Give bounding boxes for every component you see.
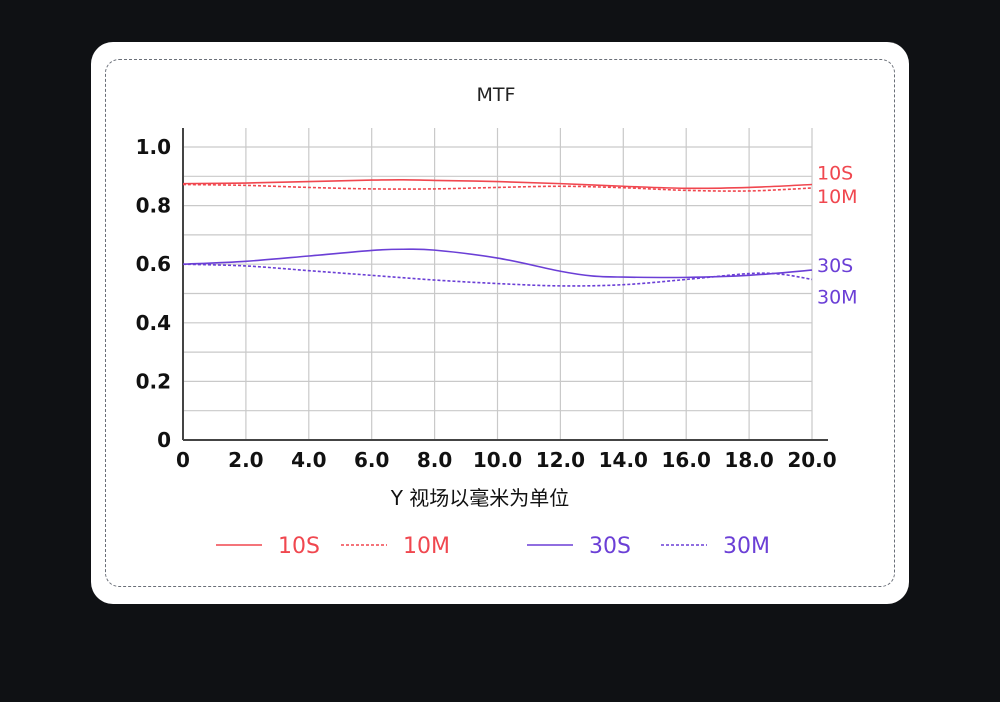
chart-frame <box>105 59 895 587</box>
x-axis-label: Y 视场以毫米为单位 <box>390 486 570 510</box>
y-tick-label: 0.6 <box>136 252 171 276</box>
x-tick-label: 18.0 <box>724 448 773 472</box>
x-tick-labels: 0 2.0 4.0 6.0 8.0 10.0 12.0 14.0 16.0 18.0 20.0 <box>176 448 837 472</box>
series-end-label-10m: 10M <box>817 186 858 208</box>
x-tick-label: 2.0 <box>228 448 263 472</box>
x-tick-label: 20.0 <box>787 448 836 472</box>
series-line-10m <box>182 183 813 192</box>
series-end-label-10s: 10S <box>817 163 853 185</box>
legend-label-30m: 30M <box>723 534 770 559</box>
series-end-label-30m: 30M <box>817 286 858 308</box>
y-tick-label: 0.8 <box>136 194 171 218</box>
x-tick-label: 4.0 <box>291 448 326 472</box>
legend-label-30s: 30S <box>589 534 631 559</box>
chart-title: MTF <box>477 84 516 106</box>
y-tick-label: 0.4 <box>136 311 171 335</box>
legend-label-10m: 10M <box>403 534 450 559</box>
y-tick-label: 1.0 <box>136 135 171 159</box>
axes <box>182 128 828 441</box>
x-tick-label: 12.0 <box>536 448 585 472</box>
y-tick-label: 0.2 <box>136 369 171 393</box>
x-tick-label: 0 <box>176 448 190 472</box>
x-tick-label: 16.0 <box>662 448 711 472</box>
x-tick-label: 6.0 <box>354 448 389 472</box>
series-line-30s <box>182 248 813 279</box>
series-line-10s <box>182 178 813 190</box>
legend-label-10s: 10S <box>278 534 320 559</box>
series-lines <box>182 178 813 287</box>
x-tick-label: 10.0 <box>473 448 522 472</box>
x-tick-label: 14.0 <box>599 448 648 472</box>
y-tick-labels: 0 0.2 0.4 0.6 0.8 1.0 <box>136 135 171 452</box>
y-tick-label: 0 <box>157 428 171 452</box>
series-line-30m <box>182 263 813 287</box>
legend: 10S 10M 30S 30M <box>216 534 770 559</box>
x-tick-label: 8.0 <box>417 448 452 472</box>
series-end-label-30s: 30S <box>817 255 853 277</box>
